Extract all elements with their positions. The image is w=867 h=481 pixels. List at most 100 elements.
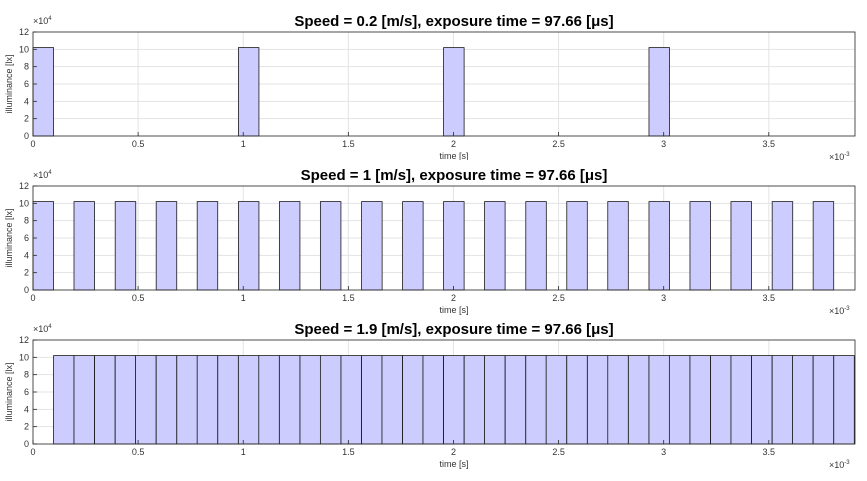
chart-2-svg: 0 0.5 1 1.5 2 2.5 3 3.5 0 2 4 6 8 10 12 Speed = 1 [m/s]… — [4, 167, 856, 316]
pulse-bar — [812, 201, 835, 291]
pulse-bar — [196, 201, 219, 291]
pulse-bar — [525, 355, 547, 445]
pulse-bar — [443, 355, 465, 445]
y-tick-label: 12 — [19, 181, 29, 191]
x-exponent-power: -3 — [844, 306, 850, 312]
x-tick-label: 0 — [30, 293, 35, 303]
pulse-bar — [361, 201, 383, 291]
pulse-bar — [607, 355, 629, 445]
x-axis-exponent: ×10-3 — [829, 460, 850, 470]
x-tick-label: 0 — [30, 139, 35, 149]
pulse-bar — [135, 355, 157, 445]
x-axis-exponent: ×10-3 — [829, 152, 850, 160]
pulse-bar — [484, 355, 506, 445]
y-axis-label: illuminance [lx] — [4, 362, 14, 421]
pulse-bar — [32, 201, 54, 291]
x-tick-label: 0.5 — [132, 293, 145, 303]
pulse-bar — [340, 355, 362, 445]
x-tick-label: 1.5 — [342, 447, 355, 457]
chart-1-svg: 0 0.5 1 1.5 2 2.5 3 3.5 0 2 4 6 8 10 12 Speed = 0.2 [m/… — [4, 13, 856, 160]
pulse-bar — [607, 201, 629, 291]
x-tick-label: 3 — [661, 139, 666, 149]
pulse-bar — [381, 355, 403, 445]
y-tick-label: 6 — [24, 387, 29, 397]
x-exponent-base: ×10 — [829, 460, 844, 470]
y-axis-exponent: ×104 — [33, 16, 52, 26]
y-exponent-power: 4 — [48, 16, 52, 22]
pulse-bar — [443, 47, 465, 137]
pulse-bar — [689, 201, 711, 291]
pulse-bar — [114, 355, 137, 445]
pulse-bar — [402, 355, 424, 445]
pulse-bar — [422, 355, 444, 445]
pulse-bar — [53, 355, 75, 445]
x-axis-exponent: ×10-3 — [829, 306, 850, 316]
y-exponent-base: ×10 — [33, 170, 48, 180]
pulse-bar — [751, 355, 773, 445]
y-tick-label: 10 — [19, 44, 29, 54]
pulse-bar — [668, 355, 691, 445]
pulse-bar — [176, 355, 198, 445]
y-tick-label: 4 — [24, 250, 29, 260]
y-tick-label: 6 — [24, 79, 29, 89]
pulse-bar — [771, 355, 794, 445]
x-tick-label: 0 — [30, 447, 35, 457]
x-axis-label: time [s] — [439, 459, 468, 469]
pulse-bar — [812, 355, 835, 445]
x-exponent-base: ×10 — [829, 152, 844, 160]
y-axis-exponent: ×104 — [33, 324, 52, 334]
y-tick-label: 12 — [19, 27, 29, 37]
x-tick-label: 1 — [241, 139, 246, 149]
chart-panel-3: 0 0.5 1 1.5 2 2.5 3 3.5 0 2 4 6 8 10 12 Speed = 1.9 [m/… — [0, 320, 867, 481]
pulse-bar — [504, 355, 527, 445]
x-tick-label: 3.5 — [763, 139, 776, 149]
y-tick-label: 8 — [24, 62, 29, 72]
x-tick-label: 0.5 — [132, 139, 145, 149]
pulse-bar — [114, 201, 137, 291]
y-tick-label: 6 — [24, 233, 29, 243]
chart-title: Speed = 0.2 [m/s], exposure time = 97.66… — [294, 13, 613, 30]
y-tick-label: 4 — [24, 404, 29, 414]
pulse-bar — [792, 355, 814, 445]
x-tick-label: 1.5 — [342, 293, 355, 303]
pulse-bar — [627, 355, 650, 445]
pulse-bar — [484, 201, 506, 291]
pulse-bar — [237, 201, 260, 291]
pulse-bar — [566, 201, 588, 291]
pulse-bar — [525, 201, 547, 291]
pulse-bar — [586, 355, 609, 445]
x-tick-label: 2 — [451, 139, 456, 149]
y-axis-exponent: ×104 — [33, 170, 52, 180]
pulse-bar — [299, 355, 321, 445]
pulse-bar — [402, 201, 424, 291]
y-tick-label: 0 — [24, 439, 29, 449]
pulse-bar — [237, 47, 260, 137]
y-tick-label: 2 — [24, 114, 29, 124]
x-exponent-power: -3 — [844, 460, 850, 466]
x-axis-label: time [s] — [439, 151, 468, 160]
y-axis-label: illuminance [lx] — [4, 208, 14, 267]
x-tick-label: 1 — [241, 293, 246, 303]
y-tick-label: 10 — [19, 352, 29, 362]
pulse-bar — [648, 355, 670, 445]
pulse-bar — [196, 355, 219, 445]
pulse-bar — [648, 201, 670, 291]
y-exponent-power: 4 — [48, 324, 52, 330]
y-axis-label: illuminance [lx] — [4, 54, 14, 113]
y-tick-label: 8 — [24, 370, 29, 380]
pulse-bar — [155, 201, 178, 291]
pulse-bar — [319, 201, 342, 291]
pulse-bar — [443, 201, 465, 291]
y-tick-label: 10 — [19, 198, 29, 208]
pulse-bar — [94, 355, 116, 445]
x-tick-label: 2 — [451, 293, 456, 303]
x-tick-label: 3 — [661, 447, 666, 457]
chart-title: Speed = 1.9 [m/s], exposure time = 97.66… — [294, 321, 613, 338]
pulse-bar — [237, 355, 260, 445]
pulse-bar — [545, 355, 568, 445]
pulse-bar — [278, 201, 301, 291]
pulse-bar — [73, 201, 95, 291]
x-tick-label: 1.5 — [342, 139, 355, 149]
y-tick-label: 4 — [24, 96, 29, 106]
pulse-bar — [155, 355, 178, 445]
